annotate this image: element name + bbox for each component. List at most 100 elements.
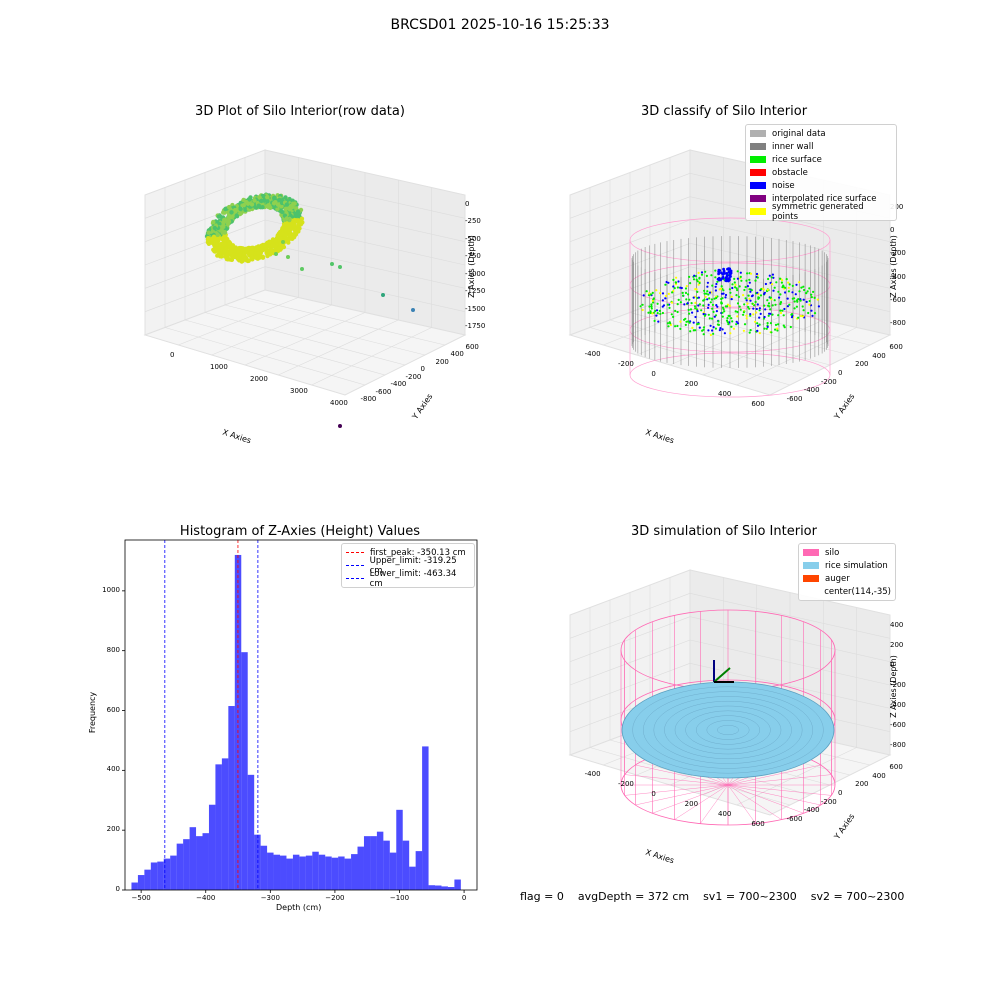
p4-x-tick: 200 (684, 800, 699, 808)
classified-point (735, 287, 738, 290)
classified-point (713, 315, 716, 318)
classified-point (784, 286, 787, 289)
legend-label: rice simulation (825, 560, 888, 571)
classified-point (747, 294, 750, 297)
data-point (223, 236, 228, 242)
hist-y-tick: 600 (106, 705, 120, 714)
classified-point (743, 288, 746, 292)
p1-y-tick: 0 (420, 365, 425, 374)
classified-point (774, 303, 777, 306)
classified-point (808, 303, 811, 306)
histogram-bar (447, 887, 455, 890)
classified-point (697, 283, 700, 286)
legend-swatch (803, 549, 819, 556)
classified-point (688, 275, 691, 278)
classified-point (771, 313, 774, 316)
data-point (216, 214, 221, 219)
classified-point (767, 304, 770, 307)
classified-point (696, 290, 699, 293)
classified-point (786, 305, 790, 308)
data-point (245, 258, 251, 263)
p2-y-tick: 0 (838, 369, 843, 377)
legend-entry: Lower_limit: -463.34 cm (346, 569, 470, 589)
histogram-bar (402, 840, 410, 890)
data-point (265, 194, 270, 200)
classified-point (760, 288, 763, 291)
data-point (277, 197, 282, 203)
histogram-bar (273, 854, 281, 890)
p1-z-tick: -1750 (465, 322, 486, 331)
classified-point (769, 312, 772, 315)
classified-point (688, 298, 691, 301)
classified-point (702, 304, 705, 307)
p1-y-tick: -200 (405, 372, 422, 381)
classified-point (729, 332, 732, 335)
classified-point (787, 286, 790, 289)
classified-point (758, 332, 762, 335)
classified-point (716, 280, 719, 283)
classified-point (776, 329, 779, 332)
histogram-bar (292, 854, 300, 890)
data-point (222, 210, 227, 215)
histogram-bar (221, 758, 229, 890)
data-point (275, 206, 280, 212)
classified-point (714, 269, 717, 272)
legend-label: first_peak: -350.13 cm (370, 547, 466, 558)
hist-y-tick: 0 (115, 885, 120, 893)
histogram-bar (383, 840, 390, 890)
data-point (286, 240, 291, 245)
classified-point (727, 314, 730, 317)
data-point (247, 197, 252, 202)
data-point (265, 199, 270, 204)
histogram-bar (422, 746, 429, 890)
classified-point (659, 312, 662, 315)
data-point (241, 257, 247, 262)
classified-point (647, 294, 651, 297)
classified-point (781, 279, 784, 282)
classified-point (764, 282, 768, 286)
classified-point (650, 303, 653, 306)
classified-point (726, 321, 729, 324)
noise-point (728, 267, 731, 271)
p2-x-tick: -400 (584, 350, 601, 358)
data-point (224, 256, 230, 262)
classified-point (755, 272, 759, 276)
classified-point (817, 305, 821, 308)
data-point (234, 214, 240, 219)
classified-point (748, 307, 751, 310)
hist-y-tick: 400 (106, 765, 120, 774)
p2-x-tick: -200 (618, 360, 634, 368)
classified-point (742, 311, 746, 314)
legend-entry: symmetric generated points (750, 202, 892, 222)
classified-point (789, 325, 792, 329)
histogram-bar (370, 836, 377, 890)
classified-point (738, 285, 741, 288)
classified-point (653, 319, 656, 322)
data-point (283, 233, 289, 238)
classified-point (679, 301, 683, 304)
classified-point (722, 292, 725, 295)
classified-point (787, 281, 790, 284)
classified-point (790, 316, 794, 319)
classified-point (674, 281, 677, 284)
classified-point (689, 330, 692, 333)
classified-point (791, 291, 794, 294)
classified-point (802, 298, 805, 301)
hist-x-tick: −500 (131, 894, 151, 902)
outlier-point (286, 255, 290, 259)
noise-point (728, 274, 732, 277)
classified-point (706, 290, 709, 293)
p2-x-tick: 400 (718, 390, 732, 398)
p2-x-tick: 0 (651, 370, 656, 378)
histogram-bar (241, 652, 248, 890)
classified-point (744, 285, 747, 289)
histogram-bar (338, 856, 345, 890)
auger-axis-y (713, 667, 731, 683)
classified-point (672, 285, 675, 288)
data-point (249, 245, 254, 251)
classified-point (676, 303, 679, 306)
data-point (271, 201, 277, 206)
classified-point (684, 287, 688, 290)
noise-point (717, 272, 720, 276)
classified-point (726, 303, 730, 306)
